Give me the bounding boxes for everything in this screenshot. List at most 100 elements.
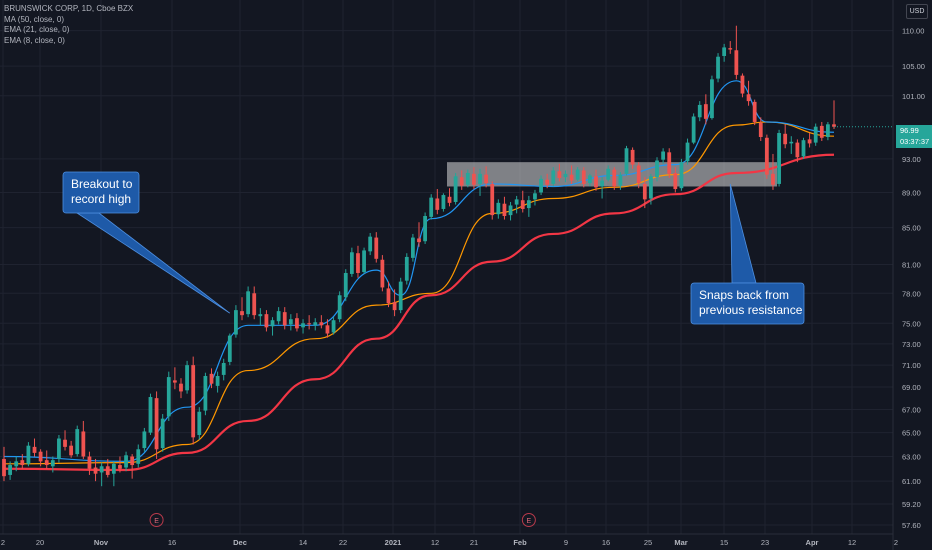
candle-body [93,467,98,474]
candle [197,407,202,440]
earnings-marker: E [149,513,164,527]
candle-body [508,205,513,216]
candle [459,170,464,190]
candle [771,153,775,190]
candle [490,181,495,220]
candle-body [435,198,440,210]
y-tick-label: 81.00 [902,260,921,269]
candle [392,289,397,317]
candle [423,212,427,244]
candle-body [581,170,586,184]
candle [307,315,312,330]
candle-body [764,137,769,175]
candle [679,158,684,191]
candle [411,233,415,262]
y-tick-label: 59.20 [902,500,921,509]
candle [81,420,86,459]
candle-body [539,178,543,193]
candle [148,393,153,435]
candle-body [380,259,385,288]
candle [337,291,342,323]
candle [758,117,763,141]
candle [624,145,629,176]
candle [539,175,543,196]
candle-body [642,183,647,200]
candle [716,53,720,83]
candle [63,430,67,451]
legend-ma50[interactable]: MA (50, close, 0) [4,14,65,24]
candles [2,25,836,487]
candle-body [795,142,800,158]
candle-body [14,461,19,467]
ema8-line [3,80,835,462]
legend-symbol[interactable]: BRUNSWICK CORP, 1D, Cboe BZX [4,4,134,13]
candle-body [166,377,171,417]
candle-body [270,320,275,327]
candle [319,315,324,329]
candle-body [740,75,745,94]
annotation-text-line: Snaps back from [699,288,789,302]
candle [209,368,214,389]
indicator-lines [3,80,835,472]
candle [227,333,232,366]
candle [313,318,318,331]
candle [667,148,672,179]
candle [386,281,391,308]
candle-body [777,133,781,184]
candle [69,440,74,458]
candle-body [465,172,470,185]
candle-body [514,199,519,205]
candle-body [636,165,641,184]
candle [630,147,635,169]
y-tick-label: 71.00 [902,361,921,370]
candle-body [600,180,604,187]
candle-body [459,177,464,186]
x-tick-label: Mar [674,538,687,547]
y-tick-label: 57.60 [902,521,921,530]
currency-button[interactable]: USD [906,4,928,19]
candle-body [490,183,495,216]
candle [740,73,745,98]
candle-body [368,236,373,252]
candle [44,450,49,469]
candle-body [575,169,580,180]
annotation-text-line: Breakout to [71,177,133,191]
candle [594,169,598,191]
candle [215,371,220,393]
candle [703,94,708,125]
candle [447,188,452,207]
candle [752,99,757,126]
annotation-pointer [729,183,757,284]
candle [26,442,31,467]
candle-body [337,295,342,320]
candle-body [587,175,592,184]
candle [57,434,61,463]
candle-body [703,104,708,119]
candle [398,277,403,314]
candle [270,317,275,336]
candle-body [771,173,775,185]
candle [246,286,251,318]
time-scale [0,534,893,550]
candle-body [124,455,128,468]
x-tick-label: Apr [806,538,819,547]
legend-ema21[interactable]: EMA (21, close, 0) [4,25,70,34]
candle [118,456,122,473]
candle-body [783,133,788,145]
candle-body [386,288,391,304]
candle [545,173,550,189]
candle [301,319,305,334]
candle [258,308,263,326]
candle [441,193,446,212]
legend-ema8[interactable]: EMA (8, close, 0) [4,35,65,45]
candle-body [832,124,836,127]
candle-body [533,193,537,200]
earnings-marker-label: E [527,518,532,525]
candle [502,196,507,220]
candle-body [752,101,757,122]
candle-body [819,125,824,138]
